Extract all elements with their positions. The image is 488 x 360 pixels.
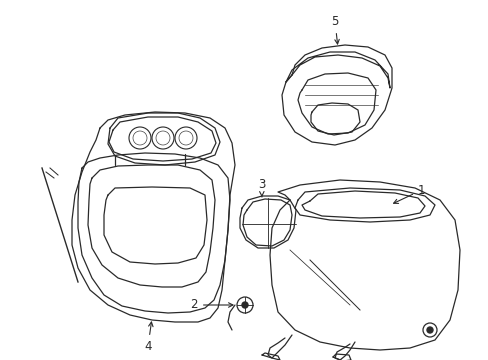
Text: 2: 2	[190, 298, 232, 311]
Text: 4: 4	[144, 322, 153, 353]
Text: 1: 1	[393, 184, 425, 203]
Circle shape	[242, 302, 247, 308]
Polygon shape	[108, 113, 220, 165]
Polygon shape	[240, 196, 295, 248]
Polygon shape	[78, 153, 229, 313]
Polygon shape	[72, 112, 235, 322]
Polygon shape	[282, 45, 391, 145]
Polygon shape	[332, 354, 350, 360]
Polygon shape	[294, 188, 434, 222]
Polygon shape	[262, 353, 280, 360]
Text: 3: 3	[258, 179, 265, 197]
Text: 5: 5	[331, 15, 339, 44]
Polygon shape	[269, 180, 459, 350]
Circle shape	[426, 327, 432, 333]
